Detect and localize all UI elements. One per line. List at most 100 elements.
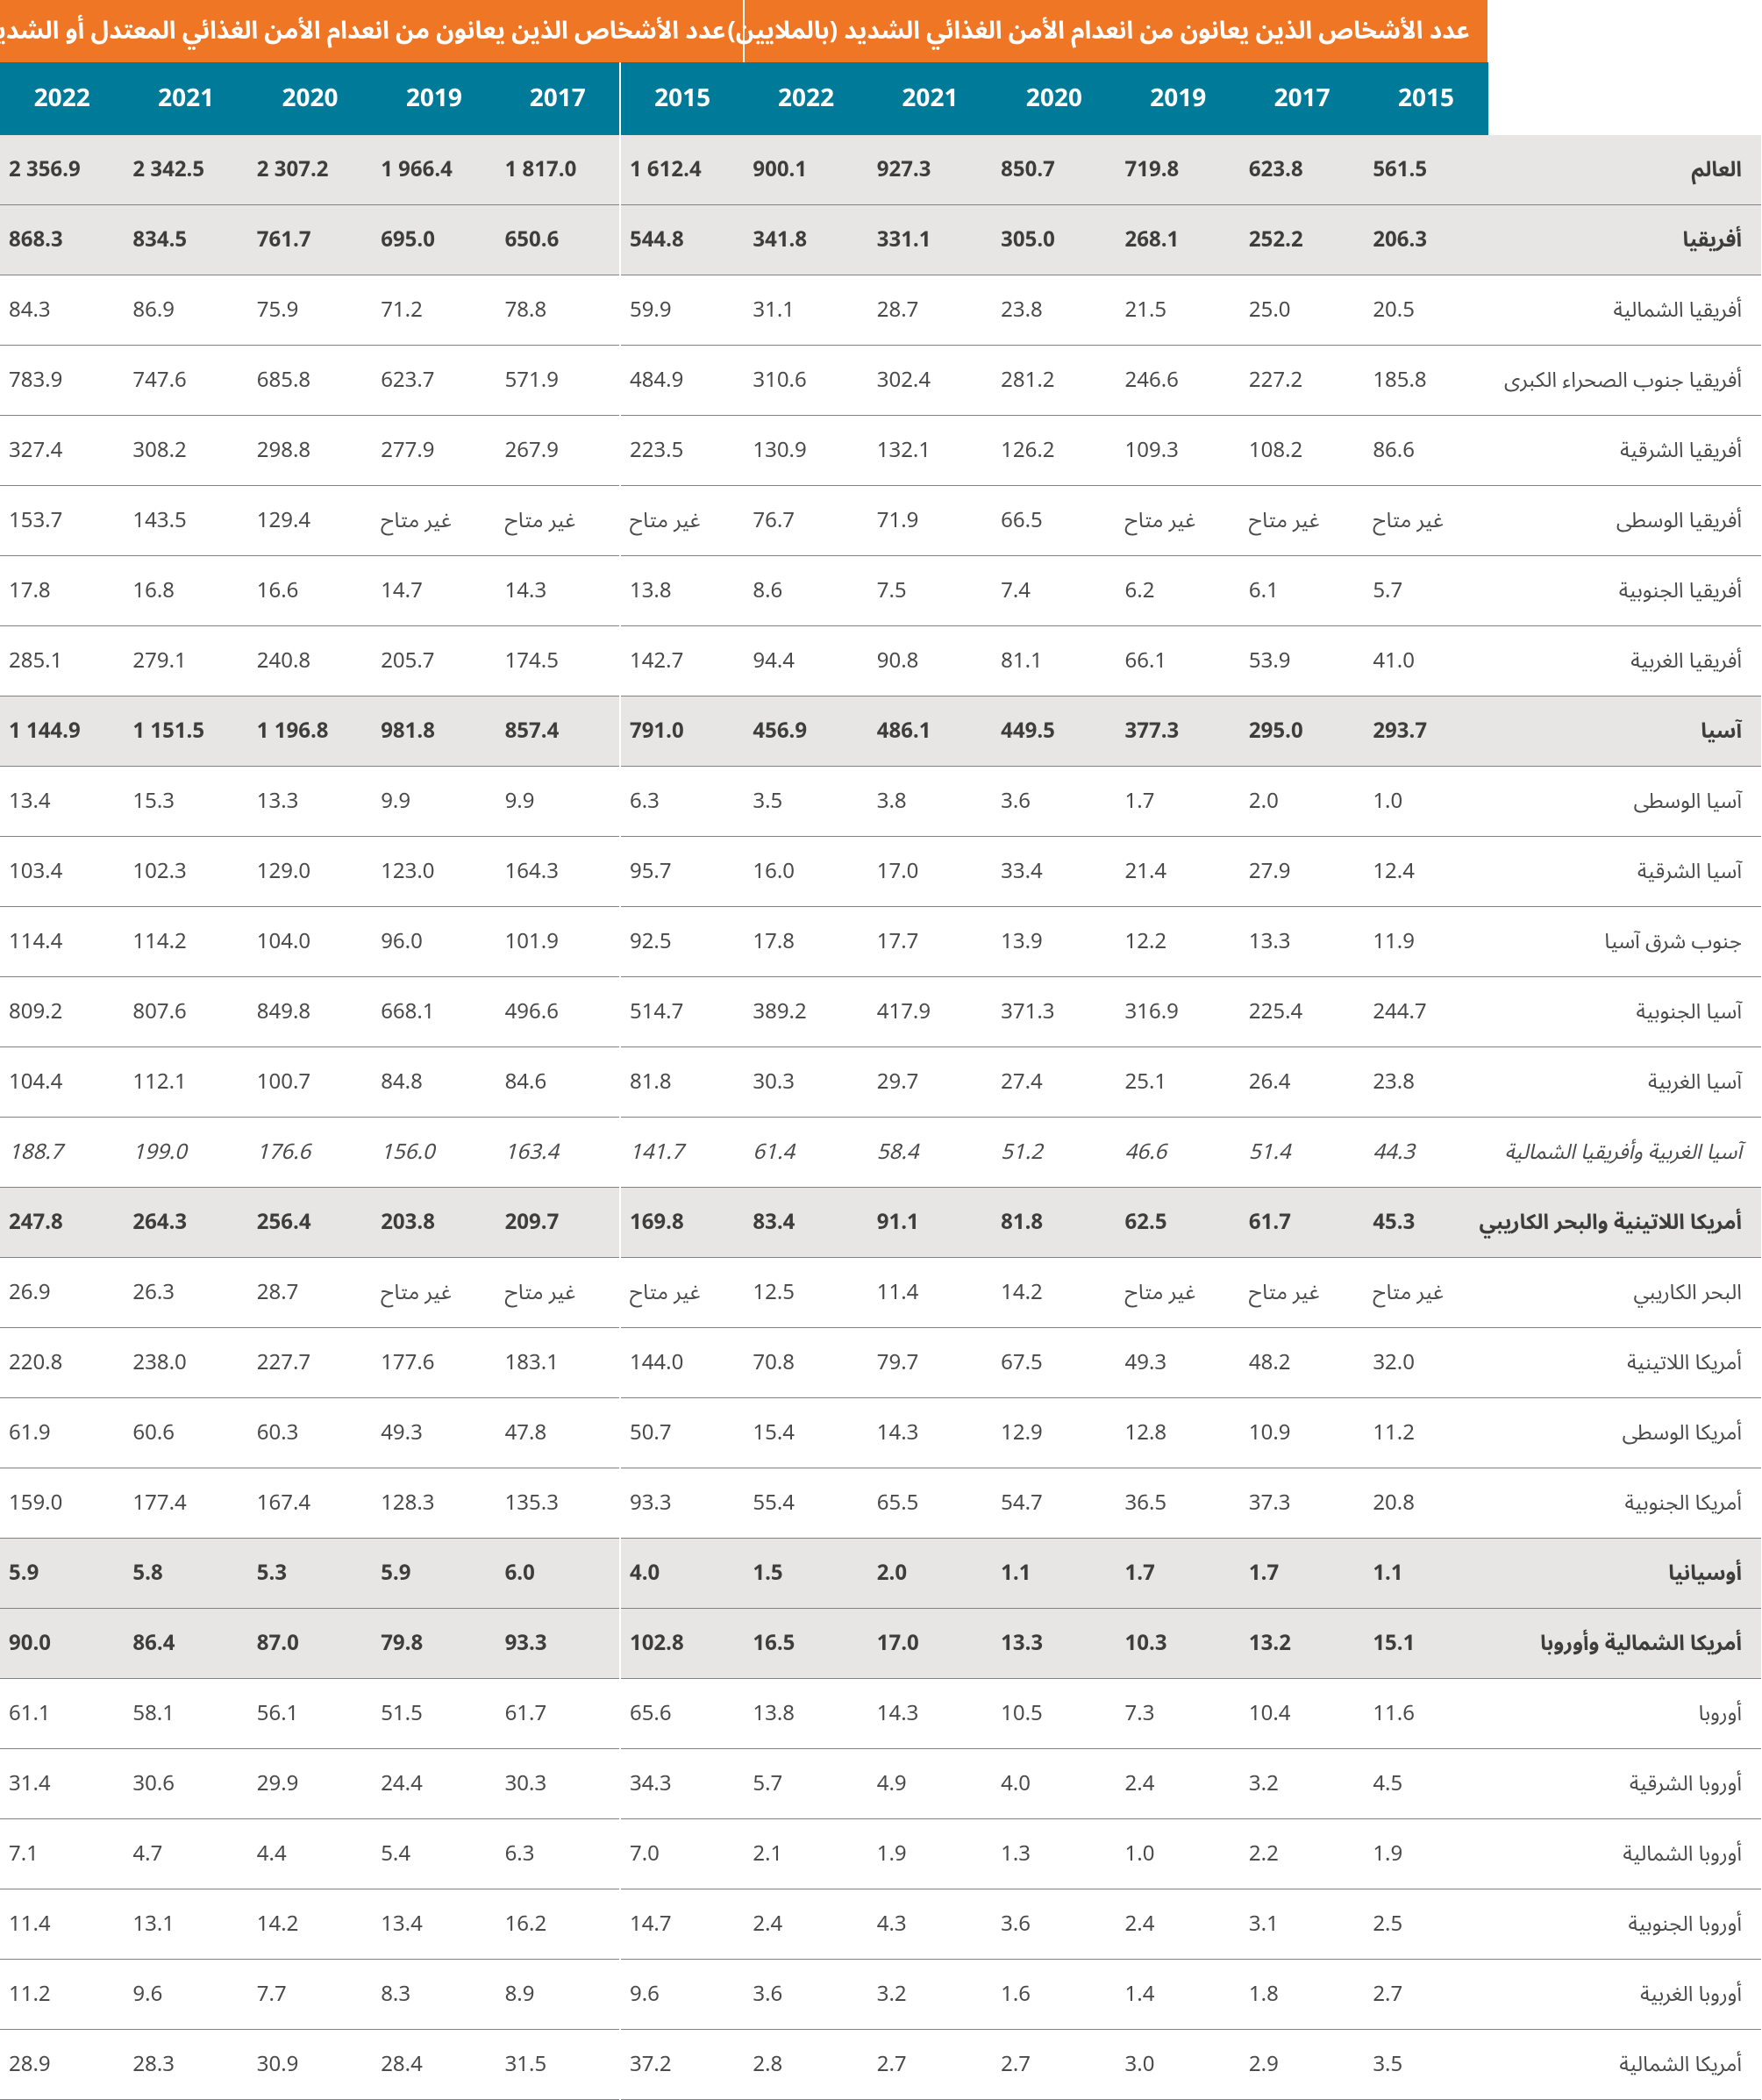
moderate-severe-value: 1 144.9	[0, 696, 124, 767]
moderate-severe-value: 188.7	[0, 1118, 124, 1188]
severe-value: 76.7	[744, 486, 867, 556]
severe-value: 2.2	[1240, 1819, 1364, 1889]
year-header-row: 2015201720192020202120222015201720192020…	[0, 62, 1761, 135]
moderate-severe-value: 104.0	[248, 907, 372, 977]
table-row: أوروبا11.610.47.310.514.313.865.661.751.…	[0, 1679, 1761, 1749]
severe-value: 70.8	[744, 1328, 867, 1398]
moderate-severe-value: 14.7	[620, 1889, 744, 1960]
severe-value: 1.1	[992, 1539, 1116, 1609]
table-row: أوروبا الشمالية1.92.21.01.31.92.17.06.35…	[0, 1819, 1761, 1889]
moderate-severe-value: 30.6	[124, 1749, 247, 1819]
region-label: آسيا الغربية	[1488, 1047, 1761, 1118]
severe-value: 21.4	[1116, 837, 1240, 907]
table-row: آسيا الغربية وأفريقيا الشمالية44.351.446…	[0, 1118, 1761, 1188]
severe-value: 58.4	[868, 1118, 992, 1188]
moderate-severe-value: 84.6	[496, 1047, 620, 1118]
moderate-severe-value: 135.3	[496, 1468, 620, 1539]
severe-value: 1.7	[1240, 1539, 1364, 1609]
severe-value: 456.9	[744, 696, 867, 767]
severe-value: 36.5	[1116, 1468, 1240, 1539]
table-row: أفريقيا206.3252.2268.1305.0331.1341.8544…	[0, 205, 1761, 275]
moderate-severe-value: 102.3	[124, 837, 247, 907]
moderate-severe-value: 60.6	[124, 1398, 247, 1468]
severe-value: 14.3	[868, 1679, 992, 1749]
severe-value: 10.4	[1240, 1679, 1364, 1749]
severe-value: 3.6	[744, 1960, 867, 2030]
severe-value: 8.6	[744, 556, 867, 626]
severe-value: 13.9	[992, 907, 1116, 977]
severe-value: 54.7	[992, 1468, 1116, 1539]
severe-value: 16.0	[744, 837, 867, 907]
moderate-severe-value: 86.9	[124, 275, 247, 346]
moderate-severe-value: 100.7	[248, 1047, 372, 1118]
severe-value: 1.6	[992, 1960, 1116, 2030]
moderate-severe-value: 7.7	[248, 1960, 372, 2030]
table-row: العالم561.5623.8719.8850.7927.3900.11 61…	[0, 135, 1761, 205]
severe-value: 30.3	[744, 1047, 867, 1118]
severe-value: 48.2	[1240, 1328, 1364, 1398]
severe-value: 65.5	[868, 1468, 992, 1539]
severe-value: 86.6	[1364, 416, 1487, 486]
moderate-severe-value: 13.1	[124, 1889, 247, 1960]
region-label: أفريقيا الوسطى	[1488, 486, 1761, 556]
moderate-severe-value: 11.2	[0, 1960, 124, 2030]
severe-value: 449.5	[992, 696, 1116, 767]
year-header: 2021	[868, 62, 992, 135]
moderate-severe-value: 177.6	[372, 1328, 496, 1398]
severe-value: 81.8	[992, 1188, 1116, 1258]
severe-value: 27.9	[1240, 837, 1364, 907]
moderate-severe-value: 95.7	[620, 837, 744, 907]
moderate-severe-value: 61.9	[0, 1398, 124, 1468]
severe-value: 23.8	[1364, 1047, 1487, 1118]
severe-value: 7.5	[868, 556, 992, 626]
moderate-severe-value: 1 151.5	[124, 696, 247, 767]
severe-value: 20.5	[1364, 275, 1487, 346]
moderate-severe-value: 114.4	[0, 907, 124, 977]
moderate-severe-value: 28.7	[248, 1258, 372, 1328]
region-label: أوروبا الشرقية	[1488, 1749, 1761, 1819]
region-label: أوروبا	[1488, 1679, 1761, 1749]
moderate-severe-value: 308.2	[124, 416, 247, 486]
severe-value: 1.9	[868, 1819, 992, 1889]
moderate-severe-value: 86.4	[124, 1609, 247, 1679]
moderate-severe-value: 71.2	[372, 275, 496, 346]
moderate-severe-value: غير متاح	[496, 486, 620, 556]
region-label: آسيا الغربية وأفريقيا الشمالية	[1488, 1118, 1761, 1188]
moderate-severe-value: 2 307.2	[248, 135, 372, 205]
moderate-severe-value: 857.4	[496, 696, 620, 767]
moderate-severe-value: 79.8	[372, 1609, 496, 1679]
region-label: آسيا الجنوبية	[1488, 977, 1761, 1047]
severe-value: 12.9	[992, 1398, 1116, 1468]
severe-value: 79.7	[868, 1328, 992, 1398]
moderate-severe-value: 47.8	[496, 1398, 620, 1468]
severe-value: 32.0	[1364, 1328, 1487, 1398]
severe-value: 10.9	[1240, 1398, 1364, 1468]
severe-value: 3.5	[744, 767, 867, 837]
severe-value: 14.2	[992, 1258, 1116, 1328]
severe-value: 12.5	[744, 1258, 867, 1328]
severe-value: 3.6	[992, 767, 1116, 837]
severe-value: 67.5	[992, 1328, 1116, 1398]
moderate-severe-value: 623.7	[372, 346, 496, 416]
severe-value: 11.9	[1364, 907, 1487, 977]
severe-value: 850.7	[992, 135, 1116, 205]
moderate-severe-value: 159.0	[0, 1468, 124, 1539]
region-label: أوروبا الجنوبية	[1488, 1889, 1761, 1960]
table-row: البحر الكاريبيغير متاحغير متاحغير متاح14…	[0, 1258, 1761, 1328]
region-label: البحر الكاريبي	[1488, 1258, 1761, 1328]
severe-value: 46.6	[1116, 1118, 1240, 1188]
severe-value: 17.8	[744, 907, 867, 977]
moderate-severe-value: 34.3	[620, 1749, 744, 1819]
moderate-severe-value: غير متاح	[620, 486, 744, 556]
moderate-severe-value: 92.5	[620, 907, 744, 977]
moderate-severe-value: 650.6	[496, 205, 620, 275]
moderate-severe-value: 123.0	[372, 837, 496, 907]
severe-value: 2.1	[744, 1819, 867, 1889]
table-row: أمريكا الشمالية وأوروبا15.113.210.313.31…	[0, 1609, 1761, 1679]
severe-value: 55.4	[744, 1468, 867, 1539]
label-column-header	[1488, 0, 1761, 62]
region-label: أفريقيا الشمالية	[1488, 275, 1761, 346]
moderate-severe-value: 49.3	[372, 1398, 496, 1468]
severe-value: 225.4	[1240, 977, 1364, 1047]
moderate-severe-value: 26.9	[0, 1258, 124, 1328]
